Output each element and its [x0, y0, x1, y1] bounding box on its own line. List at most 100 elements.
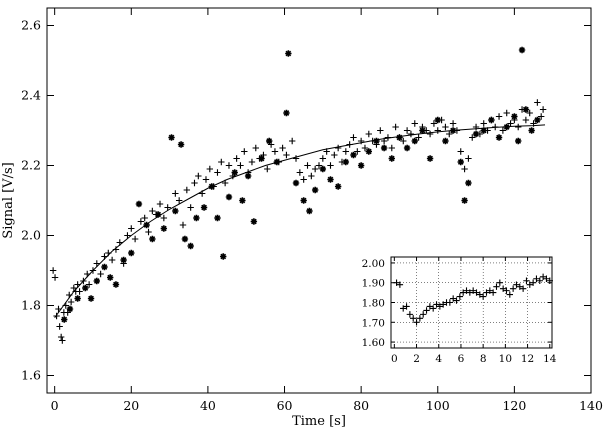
main-plus-point [145, 228, 152, 236]
main-plus-point [195, 172, 202, 180]
inset-x-tick-label: 6 [458, 353, 465, 365]
main-plus-point [175, 197, 183, 204]
main-star-point [225, 193, 233, 201]
main-plus-point [70, 284, 78, 292]
main-plus-point [156, 200, 164, 208]
inset-plus-point [453, 297, 460, 304]
main-star-point [327, 176, 334, 183]
main-star-point [457, 158, 464, 166]
inset-plus-point [436, 303, 444, 310]
main-plus-point [141, 214, 148, 222]
main-plus-point [315, 162, 323, 169]
main-x-tick-label: 20 [123, 398, 139, 413]
main-star-point [518, 46, 526, 54]
main-star-point [149, 235, 156, 243]
main-plus-point [446, 130, 453, 138]
inset-plus-point [519, 285, 527, 292]
inset-x-tick-label: 10 [499, 353, 512, 365]
main-plus-point [283, 151, 290, 159]
main-star-point [292, 179, 300, 187]
main-star-point [231, 169, 238, 176]
main-plus-point [334, 144, 342, 152]
main-plus-point [522, 116, 530, 124]
main-plus-point [331, 151, 338, 159]
main-star-point [426, 155, 434, 162]
main-star-point [342, 158, 350, 166]
main-star-point [93, 277, 101, 285]
main-plus-point [415, 134, 422, 141]
main-star-point [168, 134, 175, 141]
main-plus-point [304, 162, 311, 169]
inset-plus-point [509, 285, 517, 292]
inset-chart: 0 2 4 6 8 10 12 14 1.60 1.70 1.80 1.90 2.00 [362, 256, 557, 365]
main-y-tick-label: 1.8 [21, 298, 41, 313]
main-plus-point [51, 274, 59, 281]
inset-plus-point [523, 277, 530, 284]
main-plus-point [308, 172, 315, 180]
main-star-point [495, 134, 503, 141]
inset-x-tick-label: 14 [543, 353, 557, 365]
inset-plus-point [463, 287, 470, 294]
main-plus-point [124, 232, 131, 239]
inset-plus-point [459, 289, 467, 296]
main-star-point [285, 50, 292, 57]
main-plus-point [407, 130, 415, 138]
main-plus-point [461, 165, 468, 173]
inset-plus-point [406, 311, 414, 318]
main-star-point [283, 109, 290, 117]
inset-y-tick-label: 2.00 [362, 258, 385, 270]
inset-x-tick-label: 12 [521, 353, 534, 365]
main-star-point [480, 127, 487, 134]
inset-plus-point [499, 285, 507, 292]
main-plus-point [311, 165, 319, 173]
inset-plus-point [533, 275, 540, 282]
main-plus-point [411, 120, 418, 127]
main-series-1 [61, 46, 541, 323]
main-plus-point [342, 148, 350, 155]
main-x-tick-label: 60 [277, 398, 293, 413]
main-plus-point [403, 127, 411, 134]
main-x-tick-label: 140 [579, 398, 603, 413]
inset-plus-point [543, 275, 550, 282]
inset-plus-point [486, 287, 494, 294]
inset-plus-point [516, 283, 523, 290]
main-fit-curve [54, 124, 546, 319]
inset-plus-point [539, 273, 547, 280]
inset-plus-point [439, 301, 447, 308]
main-star-point [177, 141, 185, 148]
inset-x-tick-label: 2 [413, 353, 420, 365]
main-star-point [465, 179, 472, 187]
main-plus-point [430, 120, 438, 127]
main-x-tick-label: 40 [200, 398, 216, 413]
inset-plus-point [493, 283, 500, 290]
inset-plus-point [446, 299, 454, 306]
main-plus-point [279, 144, 286, 152]
main-star-point [82, 284, 89, 292]
main-star-point [181, 235, 189, 243]
main-plus-point [537, 113, 545, 120]
main-star-point [488, 116, 495, 124]
main-x-tick-label: 0 [51, 398, 59, 413]
main-star-point [74, 295, 81, 302]
inset-plus-point [479, 293, 487, 300]
main-star-point [396, 134, 403, 141]
inset-plus-point [483, 289, 490, 296]
main-plus-point [172, 190, 179, 197]
main-plus-point [515, 123, 522, 131]
main-star-point [319, 165, 327, 173]
main-y-tick-label: 2.6 [21, 18, 41, 33]
main-plus-point [237, 162, 244, 169]
main-data-series [49, 46, 547, 344]
main-axis-ticks [47, 8, 592, 393]
inset-plus-point [456, 293, 464, 300]
main-star-point [472, 130, 480, 138]
main-plus-point [264, 165, 271, 173]
inset-plus-point [426, 303, 434, 310]
main-plus-point [233, 155, 240, 162]
main-star-point [193, 214, 200, 222]
main-plus-point [434, 127, 441, 134]
main-plus-point [442, 123, 449, 131]
main-plus-point [469, 134, 476, 141]
